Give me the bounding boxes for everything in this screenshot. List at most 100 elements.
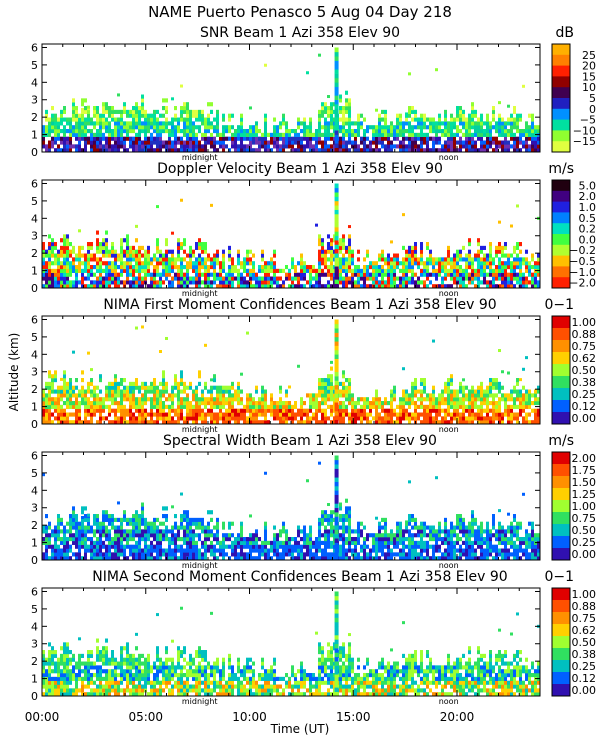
heatmap-cell (480, 136, 483, 141)
heatmap-cell (390, 412, 393, 417)
heatmap-cell (150, 552, 153, 557)
heatmap-cell (141, 401, 144, 406)
heatmap-cell (162, 370, 165, 375)
heatmap-cell (177, 548, 180, 553)
heatmap-cell (90, 129, 93, 134)
heatmap-cell (246, 331, 249, 335)
heatmap-cell (93, 514, 96, 519)
colorbar-frame (551, 315, 571, 425)
heatmap-cell (387, 136, 390, 141)
heatmap-cell (510, 132, 513, 137)
heatmap-cell (516, 261, 519, 266)
heatmap-cell (156, 416, 159, 421)
heatmap-cell (486, 132, 489, 137)
heatmap-cell (75, 401, 78, 406)
heatmap-cell (334, 227, 339, 232)
heatmap-cell (147, 253, 150, 258)
heatmap-cell (207, 397, 210, 402)
heatmap-cell (390, 125, 393, 130)
heatmap-cell (267, 148, 270, 153)
heatmap-cell (66, 121, 69, 126)
heatmap-cell (42, 245, 45, 250)
heatmap-cell (198, 257, 201, 262)
heatmap-cell (60, 268, 63, 273)
heatmap-cell (87, 412, 90, 417)
heatmap-cell (330, 366, 333, 371)
heatmap-cell (300, 148, 303, 153)
heatmap-cell (504, 129, 507, 134)
heatmap-cell (66, 412, 69, 417)
heatmap-cell (243, 412, 246, 417)
heatmap-cell (66, 401, 69, 406)
heatmap-cell (93, 533, 96, 538)
heatmap-cell (309, 140, 312, 145)
heatmap-cell (129, 521, 132, 526)
heatmap-cell (186, 276, 189, 281)
heatmap-cell (519, 408, 522, 413)
heatmap-cell (447, 125, 450, 130)
heatmap-cell (234, 276, 237, 281)
heatmap-cell (456, 253, 459, 258)
heatmap-cell (156, 412, 159, 417)
heatmap-cell (78, 548, 81, 553)
heatmap-cell (288, 132, 291, 137)
heatmap-cell (453, 272, 456, 277)
heatmap-cell (411, 249, 414, 254)
heatmap-cell (426, 144, 429, 149)
heatmap-cell (156, 389, 159, 394)
heatmap-cell (420, 397, 423, 402)
heatmap-cell (222, 261, 225, 266)
heatmap-cell (501, 385, 504, 390)
heatmap-cell (159, 401, 162, 406)
heatmap-cell (147, 385, 150, 390)
heatmap-cell (249, 276, 252, 281)
heatmap-cell (186, 544, 189, 549)
heatmap-cell (48, 148, 51, 153)
heatmap-cell (432, 397, 435, 402)
heatmap-cell (447, 408, 450, 413)
heatmap-cell (525, 268, 528, 273)
heatmap-cell (162, 529, 165, 534)
heatmap-cell (471, 148, 474, 153)
heatmap-cell (198, 397, 201, 402)
heatmap-cell (435, 129, 438, 134)
heatmap-cell (411, 129, 414, 134)
heatmap-cell (219, 412, 222, 417)
heatmap-cell (102, 540, 105, 545)
heatmap-cell (117, 529, 120, 534)
heatmap-cell (48, 249, 51, 254)
heatmap-cell (162, 404, 165, 409)
heatmap-cell (189, 401, 192, 406)
heatmap-cell (411, 117, 414, 122)
heatmap-cell (528, 268, 531, 273)
heatmap-cell (411, 132, 414, 137)
heatmap-cell (330, 420, 333, 425)
heatmap-cell (330, 385, 333, 390)
heatmap-cell (228, 404, 231, 409)
heatmap-cell (390, 401, 393, 406)
heatmap-cell (228, 148, 231, 153)
heatmap-cell (132, 280, 135, 285)
heatmap-cell (495, 245, 498, 250)
heatmap-cell (462, 272, 465, 277)
heatmap-cell (334, 117, 339, 122)
heatmap-cell (153, 265, 156, 270)
heatmap-cell (81, 517, 84, 522)
heatmap-cell (528, 280, 531, 285)
heatmap-cell (474, 284, 477, 289)
colorbar-label: 0.12 (572, 400, 597, 413)
heatmap-cell (216, 140, 219, 145)
heatmap-cell (240, 121, 243, 126)
heatmap-cell (171, 533, 174, 538)
heatmap-cell (528, 144, 531, 149)
heatmap-cell (105, 416, 108, 421)
heatmap-cell (132, 265, 135, 270)
heatmap-cell (165, 272, 168, 277)
heatmap-cell (423, 385, 426, 390)
heatmap-cell (324, 109, 327, 114)
heatmap-cell (354, 136, 357, 141)
heatmap-cell (99, 242, 102, 247)
heatmap-cell (222, 257, 225, 262)
heatmap-cell (204, 404, 207, 409)
heatmap-cell (321, 132, 324, 137)
